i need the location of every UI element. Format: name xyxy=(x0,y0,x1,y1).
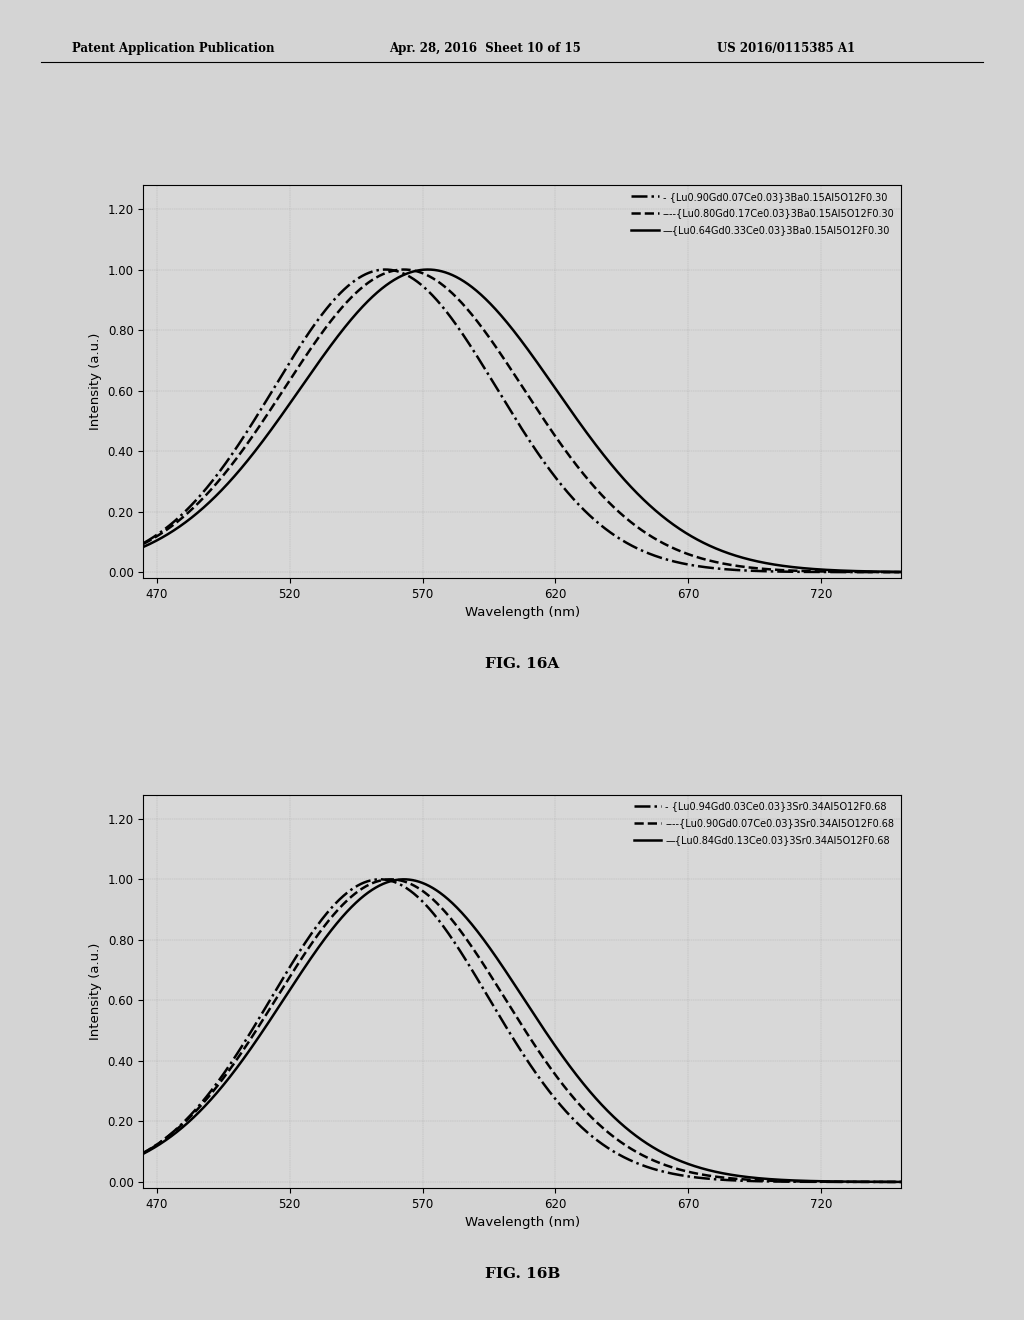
Text: FIG. 16A: FIG. 16A xyxy=(485,657,559,671)
Y-axis label: Intensity (a.u.): Intensity (a.u.) xyxy=(89,333,102,430)
X-axis label: Wavelength (nm): Wavelength (nm) xyxy=(465,1216,580,1229)
Legend: - {Lu0.90Gd0.07Ce0.03}3Ba0.15Al5O12F0.30, ----{Lu0.80Gd0.17Ce0.03}3Ba0.15Al5O12F: - {Lu0.90Gd0.07Ce0.03}3Ba0.15Al5O12F0.30… xyxy=(630,190,896,238)
Text: Apr. 28, 2016  Sheet 10 of 15: Apr. 28, 2016 Sheet 10 of 15 xyxy=(389,42,581,55)
Text: US 2016/0115385 A1: US 2016/0115385 A1 xyxy=(717,42,855,55)
Legend: - {Lu0.94Gd0.03Ce0.03}3Sr0.34Al5O12F0.68, ----{Lu0.90Gd0.07Ce0.03}3Sr0.34Al5O12F: - {Lu0.94Gd0.03Ce0.03}3Sr0.34Al5O12F0.68… xyxy=(632,800,896,847)
Text: Patent Application Publication: Patent Application Publication xyxy=(72,42,274,55)
X-axis label: Wavelength (nm): Wavelength (nm) xyxy=(465,606,580,619)
Text: FIG. 16B: FIG. 16B xyxy=(484,1267,560,1280)
Y-axis label: Intensity (a.u.): Intensity (a.u.) xyxy=(89,942,102,1040)
